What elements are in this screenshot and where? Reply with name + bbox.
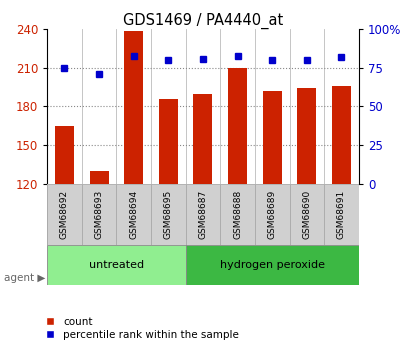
Bar <box>297 88 316 184</box>
Bar <box>89 171 108 184</box>
Title: GDS1469 / PA4440_at: GDS1469 / PA4440_at <box>123 13 282 29</box>
Text: GSM68689: GSM68689 <box>267 190 276 239</box>
Bar <box>220 184 254 245</box>
Bar <box>193 93 212 184</box>
Bar <box>289 184 324 245</box>
Text: untreated: untreated <box>89 260 144 270</box>
Bar <box>185 245 358 285</box>
Text: agent ▶: agent ▶ <box>4 273 45 283</box>
Text: hydrogen peroxide: hydrogen peroxide <box>219 260 324 270</box>
Text: GSM68692: GSM68692 <box>60 190 69 239</box>
Text: GSM68688: GSM68688 <box>232 190 241 239</box>
Text: GSM68693: GSM68693 <box>94 190 103 239</box>
Bar <box>116 184 151 245</box>
Bar <box>47 245 185 285</box>
Bar <box>81 184 116 245</box>
Bar <box>185 184 220 245</box>
Bar <box>331 86 350 184</box>
Bar <box>124 31 143 184</box>
Bar <box>324 184 358 245</box>
Bar <box>227 68 247 184</box>
Text: GSM68695: GSM68695 <box>164 190 173 239</box>
Text: GSM68694: GSM68694 <box>129 190 138 239</box>
Bar <box>262 91 281 184</box>
Text: GSM68690: GSM68690 <box>301 190 310 239</box>
Bar <box>151 184 185 245</box>
Text: GSM68687: GSM68687 <box>198 190 207 239</box>
Bar <box>47 184 81 245</box>
Bar <box>55 126 74 184</box>
Text: GSM68691: GSM68691 <box>336 190 345 239</box>
Bar <box>158 99 178 184</box>
Legend: count, percentile rank within the sample: count, percentile rank within the sample <box>46 317 238 340</box>
Bar <box>254 184 289 245</box>
